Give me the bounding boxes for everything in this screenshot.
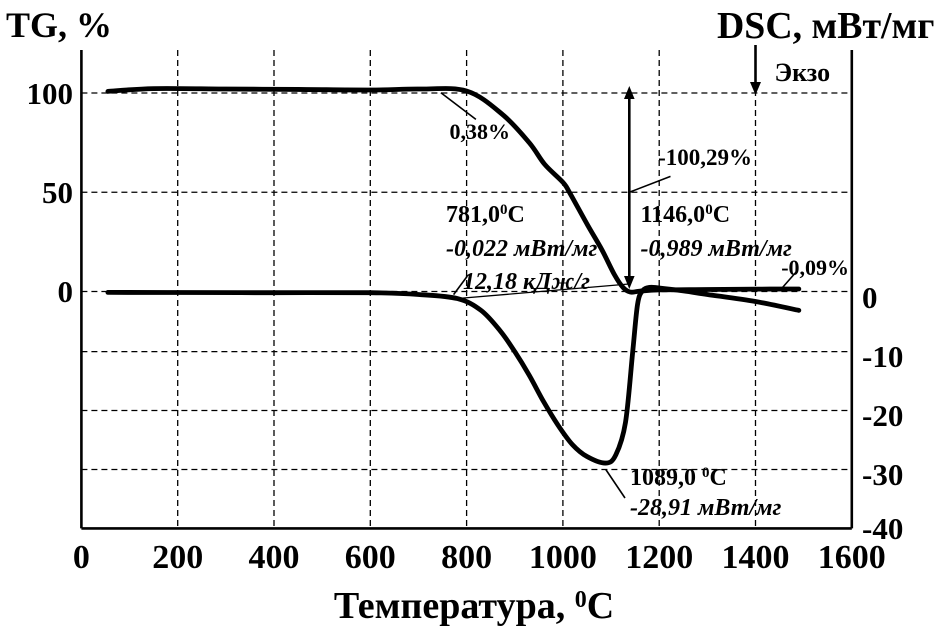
svg-text:0: 0 (58, 274, 74, 309)
svg-text:-0,022 мВт/мг: -0,022 мВт/мг (446, 236, 598, 262)
svg-text:-30: -30 (862, 457, 903, 492)
svg-text:0: 0 (862, 280, 878, 315)
svg-text:-0,989 мВт/мг: -0,989 мВт/мг (641, 236, 793, 262)
svg-text:800: 800 (441, 539, 492, 576)
svg-text:0: 0 (73, 539, 90, 576)
svg-text:Экзо: Экзо (775, 58, 831, 87)
svg-text:12,18 кДж/г: 12,18 кДж/г (463, 269, 590, 295)
svg-text:200: 200 (152, 539, 203, 576)
svg-text:-10: -10 (862, 339, 903, 374)
svg-text:600: 600 (345, 539, 396, 576)
svg-text:1400: 1400 (722, 539, 790, 576)
svg-text:0,38%: 0,38% (450, 119, 511, 144)
svg-text:1000: 1000 (529, 539, 597, 576)
svg-text:781,00C: 781,00C (446, 202, 525, 228)
svg-text:TG, %: TG, % (6, 5, 112, 45)
svg-text:-28,91 мВт/мг: -28,91 мВт/мг (630, 495, 782, 521)
svg-text:50: 50 (42, 175, 73, 210)
svg-text:400: 400 (249, 539, 300, 576)
svg-text:100: 100 (27, 76, 74, 111)
svg-text:1146,00C: 1146,00C (641, 202, 731, 228)
svg-text:1089,0 0C: 1089,0 0C (630, 465, 727, 491)
svg-text:DSC, мВт/мг: DSC, мВт/мг (717, 5, 934, 47)
svg-text:1600: 1600 (818, 539, 886, 576)
svg-text:Температура, 0C: Температура, 0C (334, 585, 614, 627)
svg-text:-20: -20 (862, 398, 903, 433)
svg-text:-100,29%: -100,29% (658, 145, 752, 170)
svg-text:1200: 1200 (625, 539, 693, 576)
